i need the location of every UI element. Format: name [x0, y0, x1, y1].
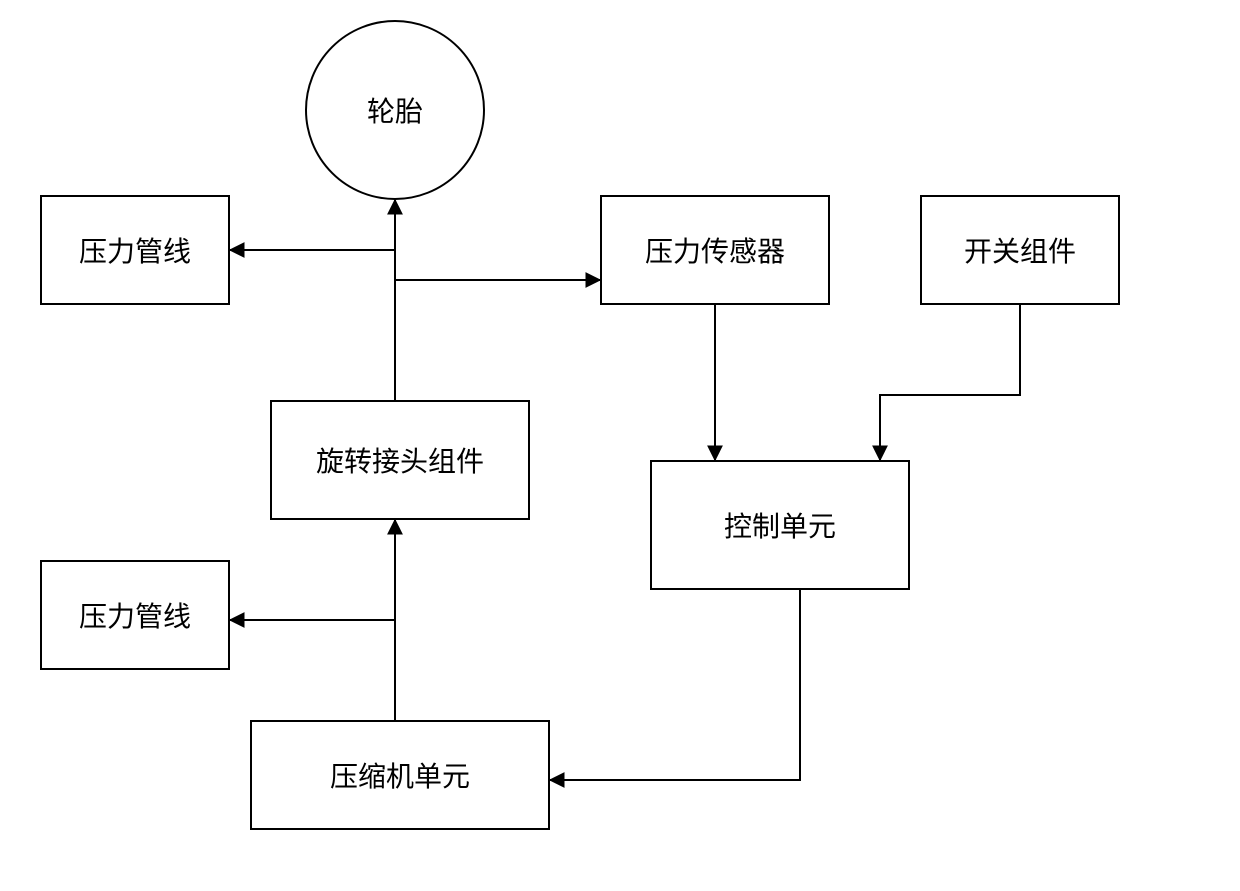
node-control-unit: 控制单元	[650, 460, 910, 590]
node-switch-assembly-label: 开关组件	[964, 230, 1076, 270]
node-compressor-label: 压缩机单元	[330, 755, 470, 795]
node-control-unit-label: 控制单元	[724, 505, 836, 545]
node-pressure-line-1-label: 压力管线	[79, 230, 191, 270]
node-rotary-joint-label: 旋转接头组件	[316, 440, 484, 480]
node-tire: 轮胎	[305, 20, 485, 200]
node-rotary-joint: 旋转接头组件	[270, 400, 530, 520]
node-pressure-line-2-label: 压力管线	[79, 595, 191, 635]
edge-control-to-compressor	[550, 590, 800, 780]
node-compressor: 压缩机单元	[250, 720, 550, 830]
node-pressure-sensor-label: 压力传感器	[645, 230, 785, 270]
edges-layer	[0, 0, 1240, 891]
node-pressure-sensor: 压力传感器	[600, 195, 830, 305]
node-switch-assembly: 开关组件	[920, 195, 1120, 305]
node-pressure-line-1: 压力管线	[40, 195, 230, 305]
node-tire-label: 轮胎	[367, 90, 423, 130]
node-pressure-line-2: 压力管线	[40, 560, 230, 670]
edge-switch-to-control	[880, 305, 1020, 460]
